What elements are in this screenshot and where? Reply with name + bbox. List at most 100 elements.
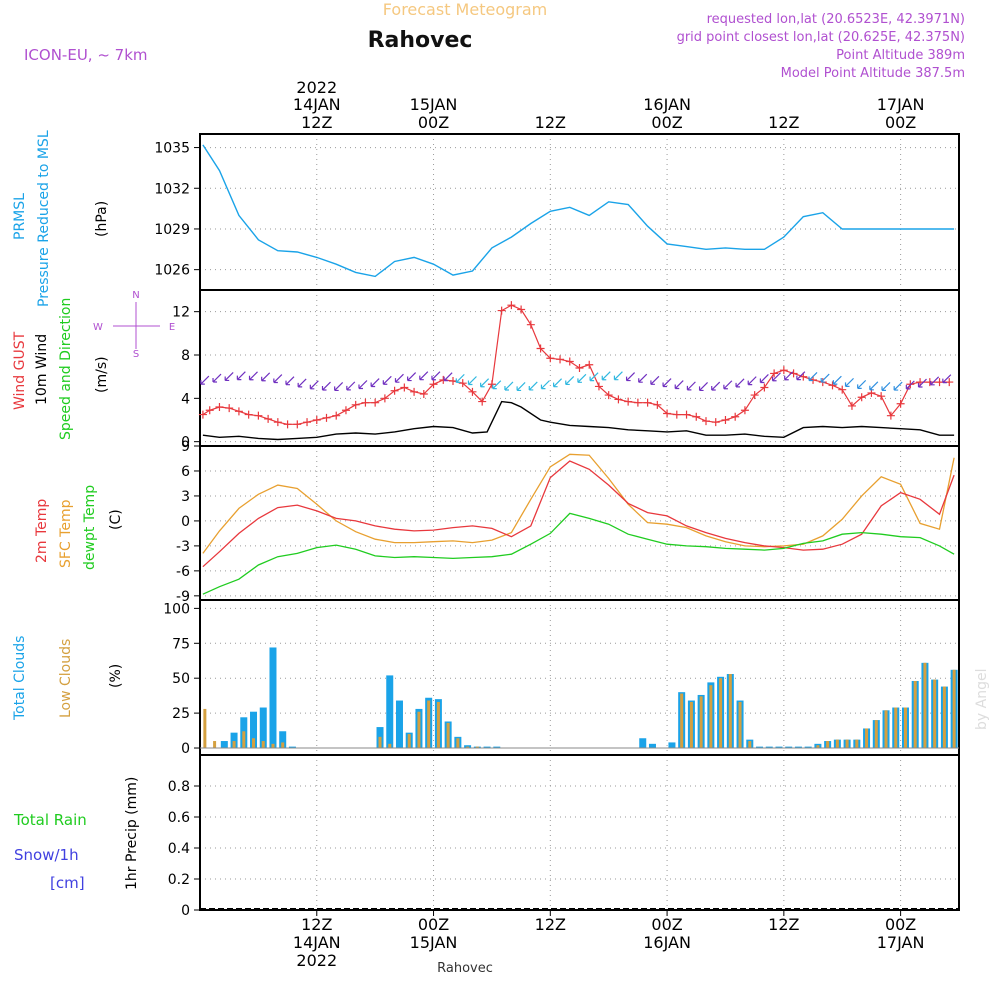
wind-arrow xyxy=(443,372,453,382)
wind-dir-label: Speed and Direction xyxy=(58,298,74,440)
bottom-hour-label: 00Z xyxy=(418,915,449,934)
gust-point xyxy=(225,404,234,413)
low-cloud-bar xyxy=(417,711,421,749)
gust-point xyxy=(925,378,934,387)
wind-arrow xyxy=(200,375,210,385)
total-cloud-bar xyxy=(756,746,764,749)
credit-watermark: by Angel xyxy=(974,669,990,730)
pressure-label: PRMSL xyxy=(12,193,28,240)
panel-5: 0 0.2 0.4 0.6 0.8 xyxy=(168,754,960,919)
model-name: ICON-EU, ~ 7km xyxy=(24,46,148,64)
gust-label: Wind GUST xyxy=(12,331,28,410)
low-cloud-bar xyxy=(835,739,839,749)
gust-point xyxy=(857,393,866,402)
low-cloud-bar xyxy=(719,678,723,749)
gust-point xyxy=(497,306,506,315)
low-cloud-bar xyxy=(874,720,878,749)
bottom-date-label: 17JAN xyxy=(877,933,925,952)
product-title: Forecast Meteogram xyxy=(383,0,547,19)
wind-arrow xyxy=(784,371,794,381)
rain-label: Total Rain xyxy=(13,811,87,829)
gust-point xyxy=(312,416,321,424)
top-date-label: 17JAN xyxy=(877,95,925,114)
gust-point xyxy=(419,390,428,398)
wind-arrow xyxy=(625,372,636,382)
y-tick-label: 1026 xyxy=(154,263,190,279)
wind-arrow xyxy=(516,381,526,392)
panel-frame xyxy=(199,599,960,756)
low-cloud-bar xyxy=(281,742,285,749)
gust-point xyxy=(273,418,282,427)
low-cloud-bar xyxy=(894,707,898,749)
total-cloud-bar xyxy=(259,707,267,749)
pressure-unit: (hPa) xyxy=(94,201,110,237)
low-cloud-bar xyxy=(816,745,820,749)
gust-point xyxy=(283,420,292,429)
gust-point xyxy=(264,414,273,423)
total-cloud-bar xyxy=(785,746,793,749)
wind-arrow xyxy=(528,381,538,391)
top-date-label: 15JAN xyxy=(410,95,458,114)
y-tick-label: -9 xyxy=(176,589,190,605)
gust-line xyxy=(202,304,950,425)
top-date-label: 14JAN xyxy=(293,95,341,114)
gust-point xyxy=(721,416,730,424)
y-tick-label: 0 xyxy=(181,903,190,919)
total-cloud-bar xyxy=(493,746,501,749)
gust-point xyxy=(633,398,642,407)
gust-point xyxy=(750,391,759,400)
low-cloud-bar xyxy=(456,738,460,749)
gust-point xyxy=(896,399,905,408)
low-cloud-bar xyxy=(855,739,859,749)
wind-arrow xyxy=(248,371,258,381)
top-hour-label: 00Z xyxy=(885,113,916,132)
y-tick-label: 1032 xyxy=(154,181,190,197)
gust-point xyxy=(828,381,837,390)
gust-point xyxy=(293,420,302,429)
gust-point xyxy=(244,410,253,419)
low-cloud-bar xyxy=(826,741,830,749)
totalclouds-label: Total Clouds xyxy=(12,636,28,721)
low-cloud-bar xyxy=(923,662,927,749)
wind-arrow xyxy=(723,380,733,390)
y-tick-label: 0 xyxy=(181,741,190,757)
wind-arrow xyxy=(698,381,708,392)
gust-point xyxy=(341,406,350,415)
gust-point xyxy=(692,412,701,421)
wind-arrow xyxy=(431,371,441,381)
wind-arrow xyxy=(735,378,745,388)
top-hour-label: 12Z xyxy=(535,113,566,132)
gust-point xyxy=(205,406,214,415)
top-year-label: 2022 xyxy=(296,78,337,97)
gust-point xyxy=(215,403,224,411)
total-cloud-bar xyxy=(464,745,472,749)
low-cloud-bar xyxy=(865,728,869,749)
y-tick-label: 0 xyxy=(181,514,190,530)
total-cloud-bar xyxy=(775,746,783,749)
total-cloud-bar xyxy=(269,647,277,749)
total-cloud-bar xyxy=(639,738,647,749)
wind-arrow xyxy=(942,374,952,384)
total-cloud-bar xyxy=(279,731,287,749)
gust-point xyxy=(526,320,535,329)
gust-point xyxy=(643,398,652,407)
gust-point xyxy=(740,406,749,415)
y-tick-label: 4 xyxy=(181,391,190,407)
wind-arrow xyxy=(711,381,721,391)
low-cloud-bar xyxy=(903,707,907,749)
low-cloud-bar xyxy=(436,701,440,749)
panel-frame xyxy=(199,754,960,911)
gust-point xyxy=(614,395,623,404)
temp2m-line xyxy=(202,460,955,568)
low-cloud-bar xyxy=(427,700,431,749)
pressure-sublabel: Pressure Reduced to MSL xyxy=(36,130,52,307)
gust-point xyxy=(760,383,769,392)
panel-1: 1026 1029 1032 1035 xyxy=(154,133,960,291)
low-cloud-bar xyxy=(466,746,470,749)
panel-frame xyxy=(199,445,960,601)
low-cloud-bar xyxy=(689,701,693,749)
gust-point xyxy=(702,417,710,426)
